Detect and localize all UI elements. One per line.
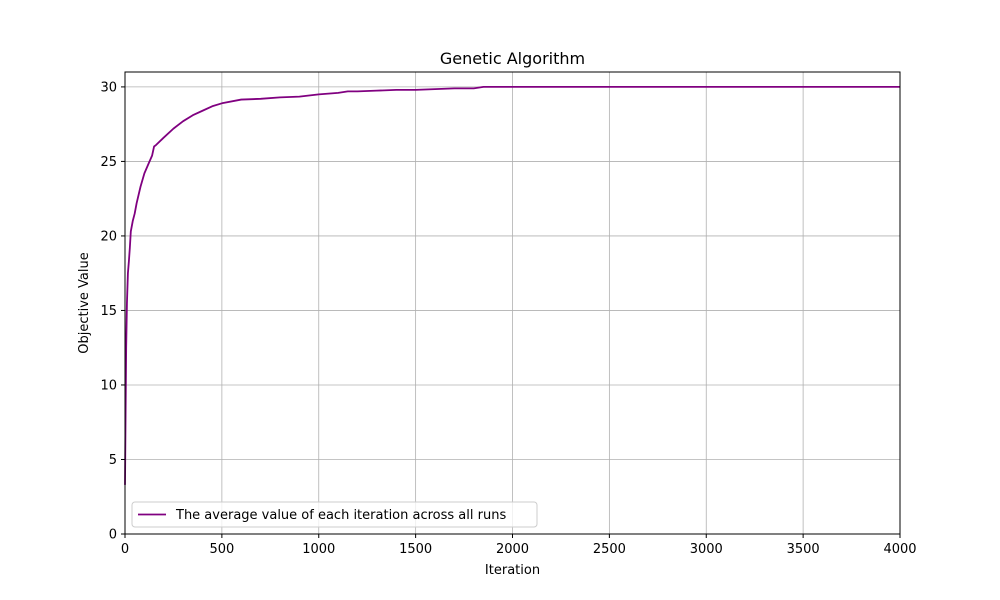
legend-label: The average value of each iteration acro… [175,508,506,523]
y-tick-label: 10 [100,378,117,393]
x-tick-label: 1000 [302,542,335,557]
y-axis-label: Objective Value [77,252,92,353]
y-tick-label: 15 [100,304,117,319]
chart-title: Genetic Algorithm [440,49,585,68]
x-tick-label: 2000 [496,542,529,557]
y-tick-label: 0 [109,528,117,543]
x-axis-label: Iteration [485,563,540,578]
y-tick-label: 20 [100,229,117,244]
x-tick-label: 0 [121,542,129,557]
y-tick-label: 5 [109,453,117,468]
legend-box [131,501,538,528]
y-tick-label: 30 [100,80,117,95]
series-line [124,86,900,485]
x-tick-label: 2500 [593,542,626,557]
ticks: 0 500 1000 1500 2000 2500 3000 3500 4000 0 5 10 15 20… [100,80,916,557]
x-tick-label: 3500 [787,542,820,557]
x-tick-label: 4000 [883,542,916,557]
x-tick-label: 1500 [399,542,432,557]
x-tick-label: 3000 [690,542,723,557]
series-layer [124,86,900,485]
x-tick-label: 500 [209,542,234,557]
legend: The average value of each iteration acro… [131,501,538,528]
y-tick-label: 25 [100,155,117,170]
